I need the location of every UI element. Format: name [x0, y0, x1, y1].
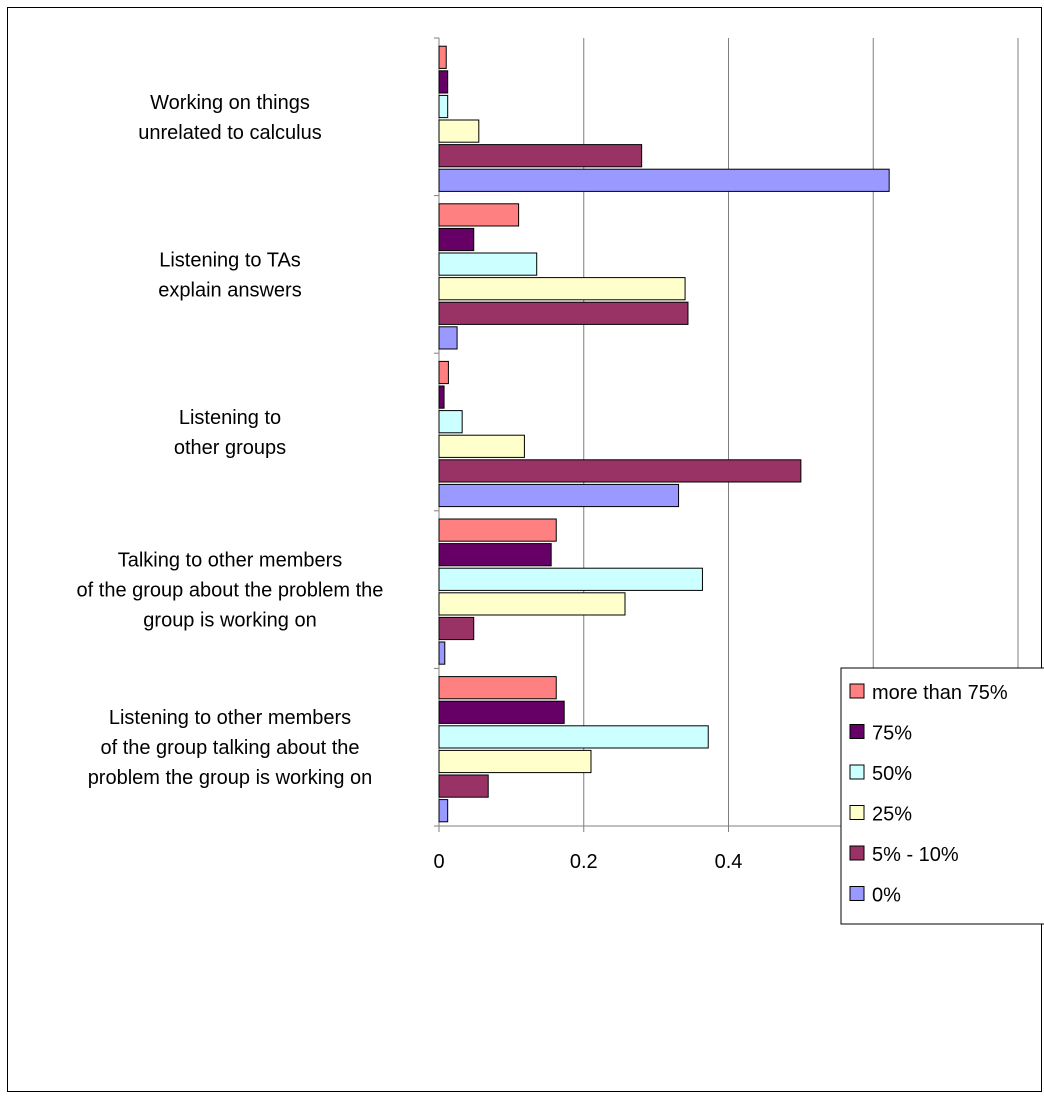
bar [438, 700, 565, 724]
legend-label: 50% [872, 763, 912, 785]
category-label-line: Listening to [179, 407, 281, 429]
bar [438, 252, 538, 276]
bar [438, 641, 446, 665]
bar [438, 799, 449, 823]
bar [438, 543, 552, 567]
category-label-line: explain answers [158, 279, 301, 301]
bar [438, 749, 592, 774]
legend-label: 5% - 10% [872, 844, 959, 866]
bar [438, 301, 689, 325]
category-label-line: Listening to TAs [159, 249, 301, 271]
category-label-line: problem the group is working on [88, 767, 373, 789]
x-tick-label: 0 [433, 851, 444, 873]
category-label: Talking to other members of the group abo… [77, 550, 384, 632]
legend-swatch [849, 724, 865, 739]
bar [438, 725, 709, 749]
legend-label: 75% [872, 723, 912, 745]
bar [438, 326, 458, 350]
bar [438, 277, 686, 301]
bar [438, 410, 463, 434]
legend-label: more than 75% [872, 682, 1008, 704]
category-label: Listening to TAs explain answers [158, 249, 301, 301]
bar [438, 616, 475, 641]
bar [438, 774, 489, 798]
bar [438, 459, 802, 483]
legend-swatch [849, 845, 865, 861]
category-label-line: Talking to other members [118, 550, 343, 572]
bar [438, 119, 480, 143]
category-label: Listening to other groups [174, 407, 286, 459]
category-label-line: group is working on [143, 610, 316, 632]
category-label: Working on things unrelated to calculus [138, 92, 321, 144]
bar [438, 567, 703, 591]
bar [438, 360, 449, 385]
legend-box [840, 667, 1044, 925]
legend-swatch [849, 886, 865, 901]
bar [438, 203, 520, 227]
category-label-line: unrelated to calculus [138, 122, 321, 144]
bar [438, 518, 557, 542]
bar [438, 592, 626, 616]
bar [438, 483, 680, 508]
legend-label: 0% [872, 885, 901, 907]
x-tick-label: 0.2 [570, 851, 598, 873]
bar [438, 45, 447, 69]
category-label-line: of the group about the problem the [77, 580, 384, 602]
legend-swatch [849, 805, 865, 820]
x-tick-label: 0.4 [715, 851, 743, 873]
bar [438, 70, 449, 94]
bar [438, 385, 445, 409]
legend-swatch [849, 764, 865, 780]
bar [438, 676, 557, 700]
category-label: Listening to other members of the group t… [88, 707, 373, 789]
bar [438, 227, 475, 252]
category-label-line: Listening to other members [109, 707, 351, 729]
bar [438, 434, 525, 458]
bar [438, 144, 643, 168]
bar [438, 168, 890, 192]
legend-swatch [849, 683, 865, 699]
legend-label: 25% [872, 804, 912, 826]
category-label-line: of the group talking about the [100, 737, 359, 759]
category-label-line: other groups [174, 437, 286, 459]
bar [438, 94, 449, 119]
category-label-line: Working on things [150, 92, 310, 114]
